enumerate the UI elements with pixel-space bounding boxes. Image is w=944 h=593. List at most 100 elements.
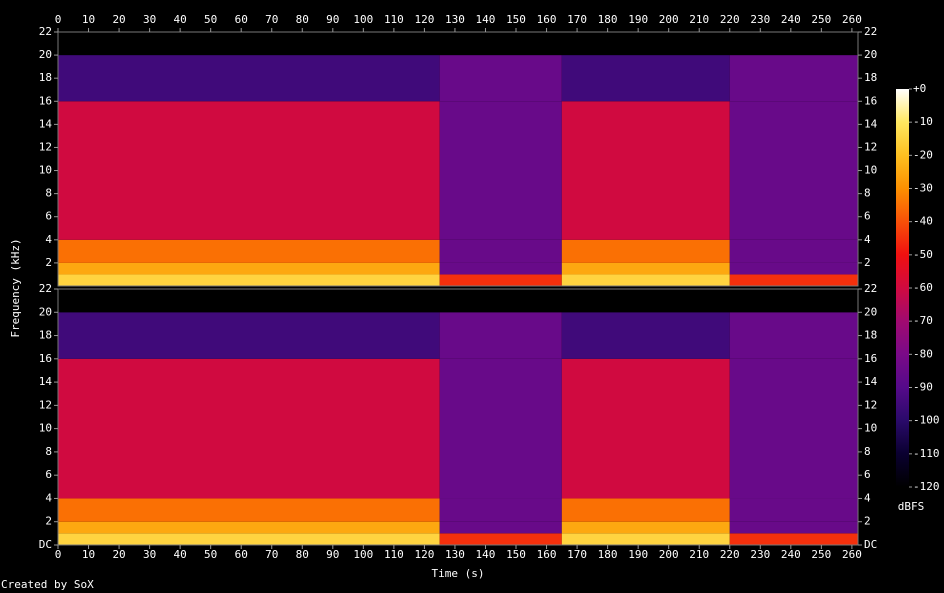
spectrogram-cell <box>439 262 562 275</box>
y-tick-label-right: 4 <box>864 233 871 246</box>
x-tick-label: 250 <box>811 548 831 561</box>
x-tick-label-top: 100 <box>353 13 373 26</box>
spectrogram-cell <box>58 533 440 545</box>
spectrogram-cell <box>439 101 562 240</box>
y-tick-label: 16 <box>39 94 52 107</box>
colorbar-tick-label: -70 <box>913 314 933 327</box>
y-tick-label-right: 6 <box>864 210 871 223</box>
spectrogram-cell <box>729 312 858 359</box>
spectrogram-cell <box>561 101 730 240</box>
plot-frame <box>57 31 859 287</box>
y-tick-label: 8 <box>45 445 52 458</box>
spectrogram-cell <box>729 239 858 263</box>
spectrogram-cell <box>729 274 858 286</box>
spectrogram-cell <box>729 498 858 522</box>
x-tick-label-top: 70 <box>265 13 278 26</box>
x-tick-label-top: 110 <box>384 13 404 26</box>
y-tick-label: 2 <box>45 256 52 269</box>
spectrogram-cell <box>439 239 562 263</box>
colorbar <box>896 89 909 487</box>
x-tick-label-top: 190 <box>628 13 648 26</box>
spectrogram-cell <box>729 101 858 240</box>
spectrogram-cell <box>561 262 730 275</box>
x-tick-label: 260 <box>842 548 862 561</box>
spectrogram-cell <box>439 533 562 545</box>
x-tick-label-top: 210 <box>689 13 709 26</box>
colorbar-tick-label: -90 <box>913 381 933 394</box>
x-tick-label-top: 40 <box>174 13 187 26</box>
y-tick-label-right: 12 <box>864 398 877 411</box>
x-tick-label: 110 <box>384 548 404 561</box>
x-tick-label: 240 <box>781 548 801 561</box>
colorbar-tick-label: -20 <box>913 148 933 161</box>
x-tick-label-top: 150 <box>506 13 526 26</box>
spectrogram-cell <box>58 101 440 240</box>
x-tick-label-top: 50 <box>204 13 217 26</box>
y-tick-label-right: 18 <box>864 71 877 84</box>
x-tick-label: 60 <box>235 548 248 561</box>
x-tick-label-top: 220 <box>720 13 740 26</box>
x-tick-label-top: 180 <box>598 13 618 26</box>
spectrogram-cell <box>729 521 858 534</box>
spectrogram-cell <box>439 289 562 313</box>
x-tick-label-top: 90 <box>326 13 339 26</box>
y-tick-label-right: 16 <box>864 352 877 365</box>
spectrogram-cell <box>58 358 440 499</box>
y-tick-label: 20 <box>39 305 52 318</box>
spectrogram-cell <box>561 533 730 545</box>
spectrogram-cell <box>58 289 440 313</box>
spectrogram-cell <box>58 239 440 263</box>
x-tick-label-top: 240 <box>781 13 801 26</box>
spectrogram-cell <box>729 289 858 313</box>
x-tick-label: 200 <box>659 548 679 561</box>
y-tick-label-right: 4 <box>864 491 871 504</box>
y-tick-label-right: 14 <box>864 375 878 388</box>
y-tick-label-right: 8 <box>864 445 871 458</box>
spectrogram-cell <box>58 55 440 102</box>
x-tick-label: 140 <box>476 548 496 561</box>
colorbar-tick-label: -10 <box>913 115 933 128</box>
colorbar-tick-label: -50 <box>913 248 933 261</box>
y-tick-label: 22 <box>39 282 52 295</box>
x-tick-label-top: 10 <box>82 13 95 26</box>
x-tick-label-top: 80 <box>296 13 309 26</box>
x-tick-label-top: 200 <box>659 13 679 26</box>
colorbar-tick-label: -120 <box>913 480 940 493</box>
x-tick-label: 90 <box>326 548 339 561</box>
spectrogram-cell <box>58 32 440 56</box>
x-tick-label: 230 <box>750 548 770 561</box>
x-tick-label: 190 <box>628 548 648 561</box>
y-tick-label: 4 <box>45 491 52 504</box>
y-tick-label: 10 <box>39 164 52 177</box>
x-tick-label: 170 <box>567 548 587 561</box>
y-tick-label: 12 <box>39 398 52 411</box>
y-tick-label: 22 <box>39 25 52 38</box>
y-tick-label: 8 <box>45 187 52 200</box>
spectrogram-cell <box>729 32 858 56</box>
y-tick-label: 10 <box>39 422 52 435</box>
x-tick-label: 130 <box>445 548 465 561</box>
x-tick-label: 160 <box>537 548 557 561</box>
colorbar-tick-label: -40 <box>913 215 933 228</box>
spectrogram-cell <box>58 274 440 286</box>
y-tick-label-right: 10 <box>864 164 877 177</box>
y-tick-label-right: DC <box>864 538 877 551</box>
y-tick-label-right: 2 <box>864 515 871 528</box>
spectrogram-cell <box>439 312 562 359</box>
y-tick-label: 14 <box>39 375 53 388</box>
spectrogram-cell <box>439 274 562 286</box>
x-tick-label: 10 <box>82 548 95 561</box>
y-tick-label: 6 <box>45 468 52 481</box>
colorbar-tick-label: -80 <box>913 347 933 360</box>
y-tick-label-right: 22 <box>864 282 877 295</box>
y-tick-label-right: 14 <box>864 117 878 130</box>
x-tick-label-top: 130 <box>445 13 465 26</box>
colorbar-tick-label: -30 <box>913 182 933 195</box>
y-tick-label: 14 <box>39 117 53 130</box>
x-tick-label: 50 <box>204 548 217 561</box>
x-tick-label: 150 <box>506 548 526 561</box>
spectrogram-cell <box>439 521 562 534</box>
x-tick-label-top: 0 <box>55 13 62 26</box>
spectrogram-cell <box>439 32 562 56</box>
